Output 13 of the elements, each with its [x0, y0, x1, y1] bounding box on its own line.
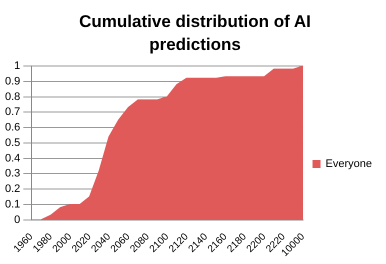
- y-tick-label: 0.6: [4, 122, 20, 134]
- y-tick-label: 0.1: [4, 198, 20, 210]
- y-tick-label: 0: [14, 214, 20, 226]
- y-tick-label: 0.5: [4, 136, 20, 149]
- chart-title: Cumulative distribution of AI predictions: [78, 11, 312, 56]
- y-tick-label: 0.7: [4, 106, 20, 118]
- y-tick-label: 0.4: [4, 152, 20, 164]
- y-tick-label: 0.2: [4, 183, 20, 196]
- y-tick-label: 1: [14, 60, 20, 72]
- y-tick-label: 0.9: [4, 75, 20, 88]
- y-tick-label: 0.3: [4, 168, 20, 180]
- legend-label: Everyone: [326, 158, 372, 170]
- y-tick-label: 0.8: [4, 90, 20, 103]
